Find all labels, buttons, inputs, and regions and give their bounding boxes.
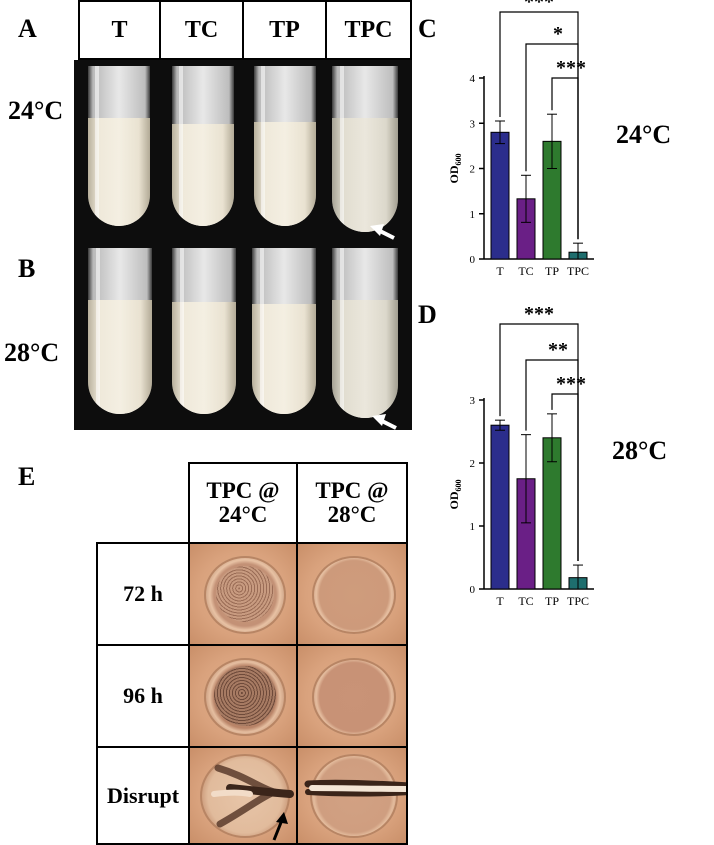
- panel-label-b: B: [18, 254, 36, 283]
- y-tick-label: 2: [470, 458, 476, 470]
- table-header-tpc-28c: TPC @28°C: [296, 462, 408, 544]
- y-axis-label: OD600: [447, 154, 463, 184]
- culture-tube-t: [88, 66, 150, 226]
- bar-t: [490, 424, 510, 590]
- culture-tube-tc: [172, 66, 234, 226]
- table-header-tpc-24c: TPC @24°C: [188, 462, 298, 544]
- well-image-28c-96h: [296, 644, 408, 748]
- culture-tube-tpc: [332, 248, 398, 418]
- culture-tube-tpc: [332, 66, 398, 232]
- y-tick-label: 0: [470, 584, 476, 596]
- culture-tube-tc: [172, 248, 236, 414]
- table-row-header-72h: 72 h: [96, 542, 190, 646]
- disrupt-streak: [304, 779, 406, 797]
- temp-label-b: 28°C: [4, 338, 60, 367]
- tube-header-tc: TC: [159, 0, 244, 60]
- tube-header-tpc: TPC: [325, 0, 412, 60]
- significance-label: ***: [556, 57, 586, 79]
- culture-tube-tp: [252, 248, 316, 414]
- well-image-28c-72h: [296, 542, 408, 646]
- panel-label-e: E: [18, 462, 36, 491]
- y-tick-label: 2: [470, 164, 476, 176]
- pellet-arrow: [372, 414, 397, 430]
- significance-bracket: [551, 77, 579, 240]
- significance-label: ***: [524, 0, 554, 13]
- y-tick-label: 1: [470, 209, 476, 221]
- disrupt-streak: [211, 764, 294, 828]
- y-tick-label: 0: [470, 254, 476, 266]
- tube-header-t: T: [78, 0, 161, 60]
- culture-tube-tp: [254, 66, 316, 226]
- tube-header-tp: TP: [242, 0, 327, 60]
- x-tick-label: TP: [545, 594, 559, 608]
- panel-label-d: D: [418, 300, 437, 329]
- x-tick-label: T: [496, 264, 504, 278]
- panel-label-a: A: [18, 14, 37, 43]
- well-image-24c-72h: [188, 542, 298, 646]
- significance-bracket: [499, 11, 579, 240]
- temp-label-c: 24°C: [616, 120, 672, 149]
- table-row-header-96h: 96 h: [96, 644, 190, 748]
- y-axis-label: OD600: [447, 480, 463, 510]
- y-tick-label: 3: [470, 395, 476, 407]
- well-image-24c-96h: [188, 644, 298, 748]
- y-tick-label: 3: [470, 118, 476, 130]
- pellet-arrow: [370, 224, 395, 240]
- x-tick-label: TC: [518, 264, 533, 278]
- y-tick-label: 1: [470, 521, 476, 533]
- x-tick-label: TC: [518, 594, 533, 608]
- significance-label: *: [553, 23, 563, 45]
- x-tick-label: TPC: [567, 264, 589, 278]
- arrow-icon: [272, 812, 288, 841]
- table-row-header-disrupt: Disrupt: [96, 746, 190, 845]
- panel-label-c: C: [418, 14, 437, 43]
- x-tick-label: T: [496, 594, 504, 608]
- temp-label-d: 28°C: [612, 436, 668, 465]
- tube-photo-24c: [74, 60, 412, 242]
- bar-t: [490, 131, 510, 260]
- culture-tube-t: [88, 248, 152, 414]
- x-tick-label: TPC: [567, 594, 589, 608]
- significance-label: ***: [556, 373, 586, 395]
- significance-label: ***: [524, 303, 554, 325]
- well-image-28c-disrupt: [296, 746, 408, 845]
- x-tick-label: TP: [545, 264, 559, 278]
- tube-photo-28c: [74, 242, 412, 430]
- well-image-24c-disrupt: [188, 746, 298, 845]
- significance-bracket: [551, 393, 579, 562]
- significance-label: **: [548, 339, 568, 361]
- y-tick-label: 4: [470, 73, 476, 85]
- temp-label-a: 24°C: [8, 96, 64, 125]
